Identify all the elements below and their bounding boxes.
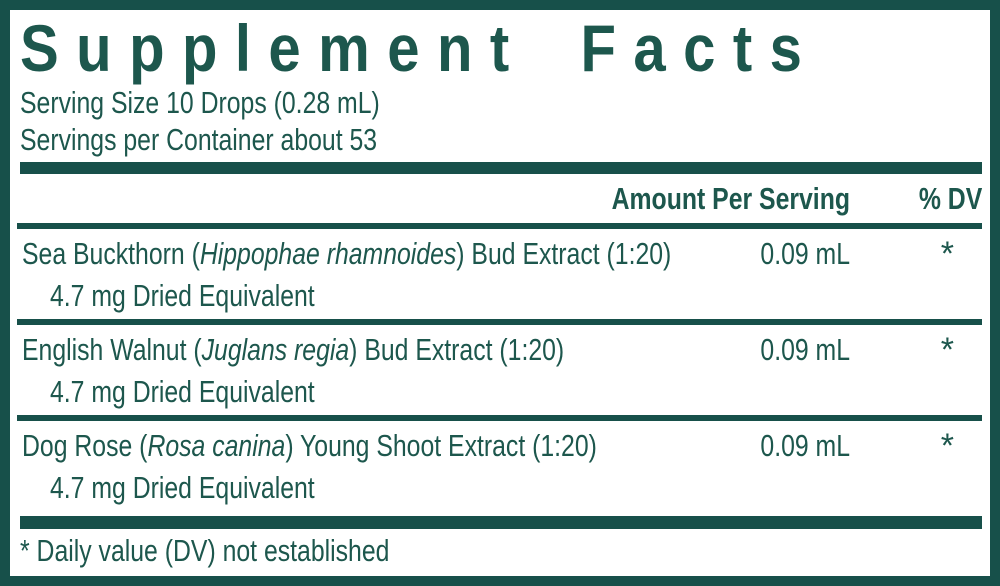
table-row: English Walnut (Juglans regia) Bud Extra…	[17, 319, 982, 415]
amount-value: 0.09 mL	[760, 332, 850, 367]
table-header-row: Amount Per Serving % DV	[17, 174, 982, 223]
divider-thick-bottom	[20, 516, 982, 529]
table-row: Sea Buckthorn (Hippophae rhamnoides) Bud…	[17, 223, 982, 319]
ingredient-sub-detail: 4.7 mg Dried Equivalent	[50, 278, 315, 313]
ingredient-sub-detail: 4.7 mg Dried Equivalent	[50, 374, 315, 409]
column-header-dv: % DV	[918, 181, 982, 216]
latin-name: Rosa canina	[147, 428, 286, 463]
latin-name: Juglans regia	[201, 332, 350, 367]
amount-value: 0.09 mL	[760, 236, 850, 271]
ingredient-name: English Walnut (Juglans regia) Bud Extra…	[22, 331, 954, 369]
servings-per-container-text: Servings per Container about 53	[20, 122, 378, 157]
latin-name: Hippophae rhamnoides	[199, 236, 457, 271]
servings-per-container: Servings per Container about 53	[20, 121, 990, 158]
facts-table: Amount Per Serving % DV Sea Buckthorn (H…	[17, 174, 982, 511]
dv-value: *	[940, 235, 954, 273]
amount-value: 0.09 mL	[760, 428, 850, 463]
table-row: Dog Rose (Rosa canina) Young Shoot Extra…	[17, 415, 982, 511]
dv-value: *	[940, 331, 954, 369]
ingredient-name: Dog Rose (Rosa canina) Young Shoot Extra…	[22, 427, 954, 465]
serving-size: Serving Size 10 Drops (0.28 mL)	[20, 84, 990, 121]
column-header-amount: Amount Per Serving	[611, 181, 850, 216]
divider-thick-top	[20, 162, 982, 174]
daily-value-footnote: * Daily value (DV) not established	[20, 533, 390, 568]
ingredient-name: Sea Buckthorn (Hippophae rhamnoides) Bud…	[22, 235, 954, 273]
ingredient-sub-detail: 4.7 mg Dried Equivalent	[50, 470, 315, 505]
panel-title-text: Supplement Facts	[20, 11, 820, 85]
serving-size-text: Serving Size 10 Drops (0.28 mL)	[20, 85, 380, 120]
dv-value: *	[940, 427, 954, 465]
panel-title: Supplement Facts	[20, 12, 990, 84]
